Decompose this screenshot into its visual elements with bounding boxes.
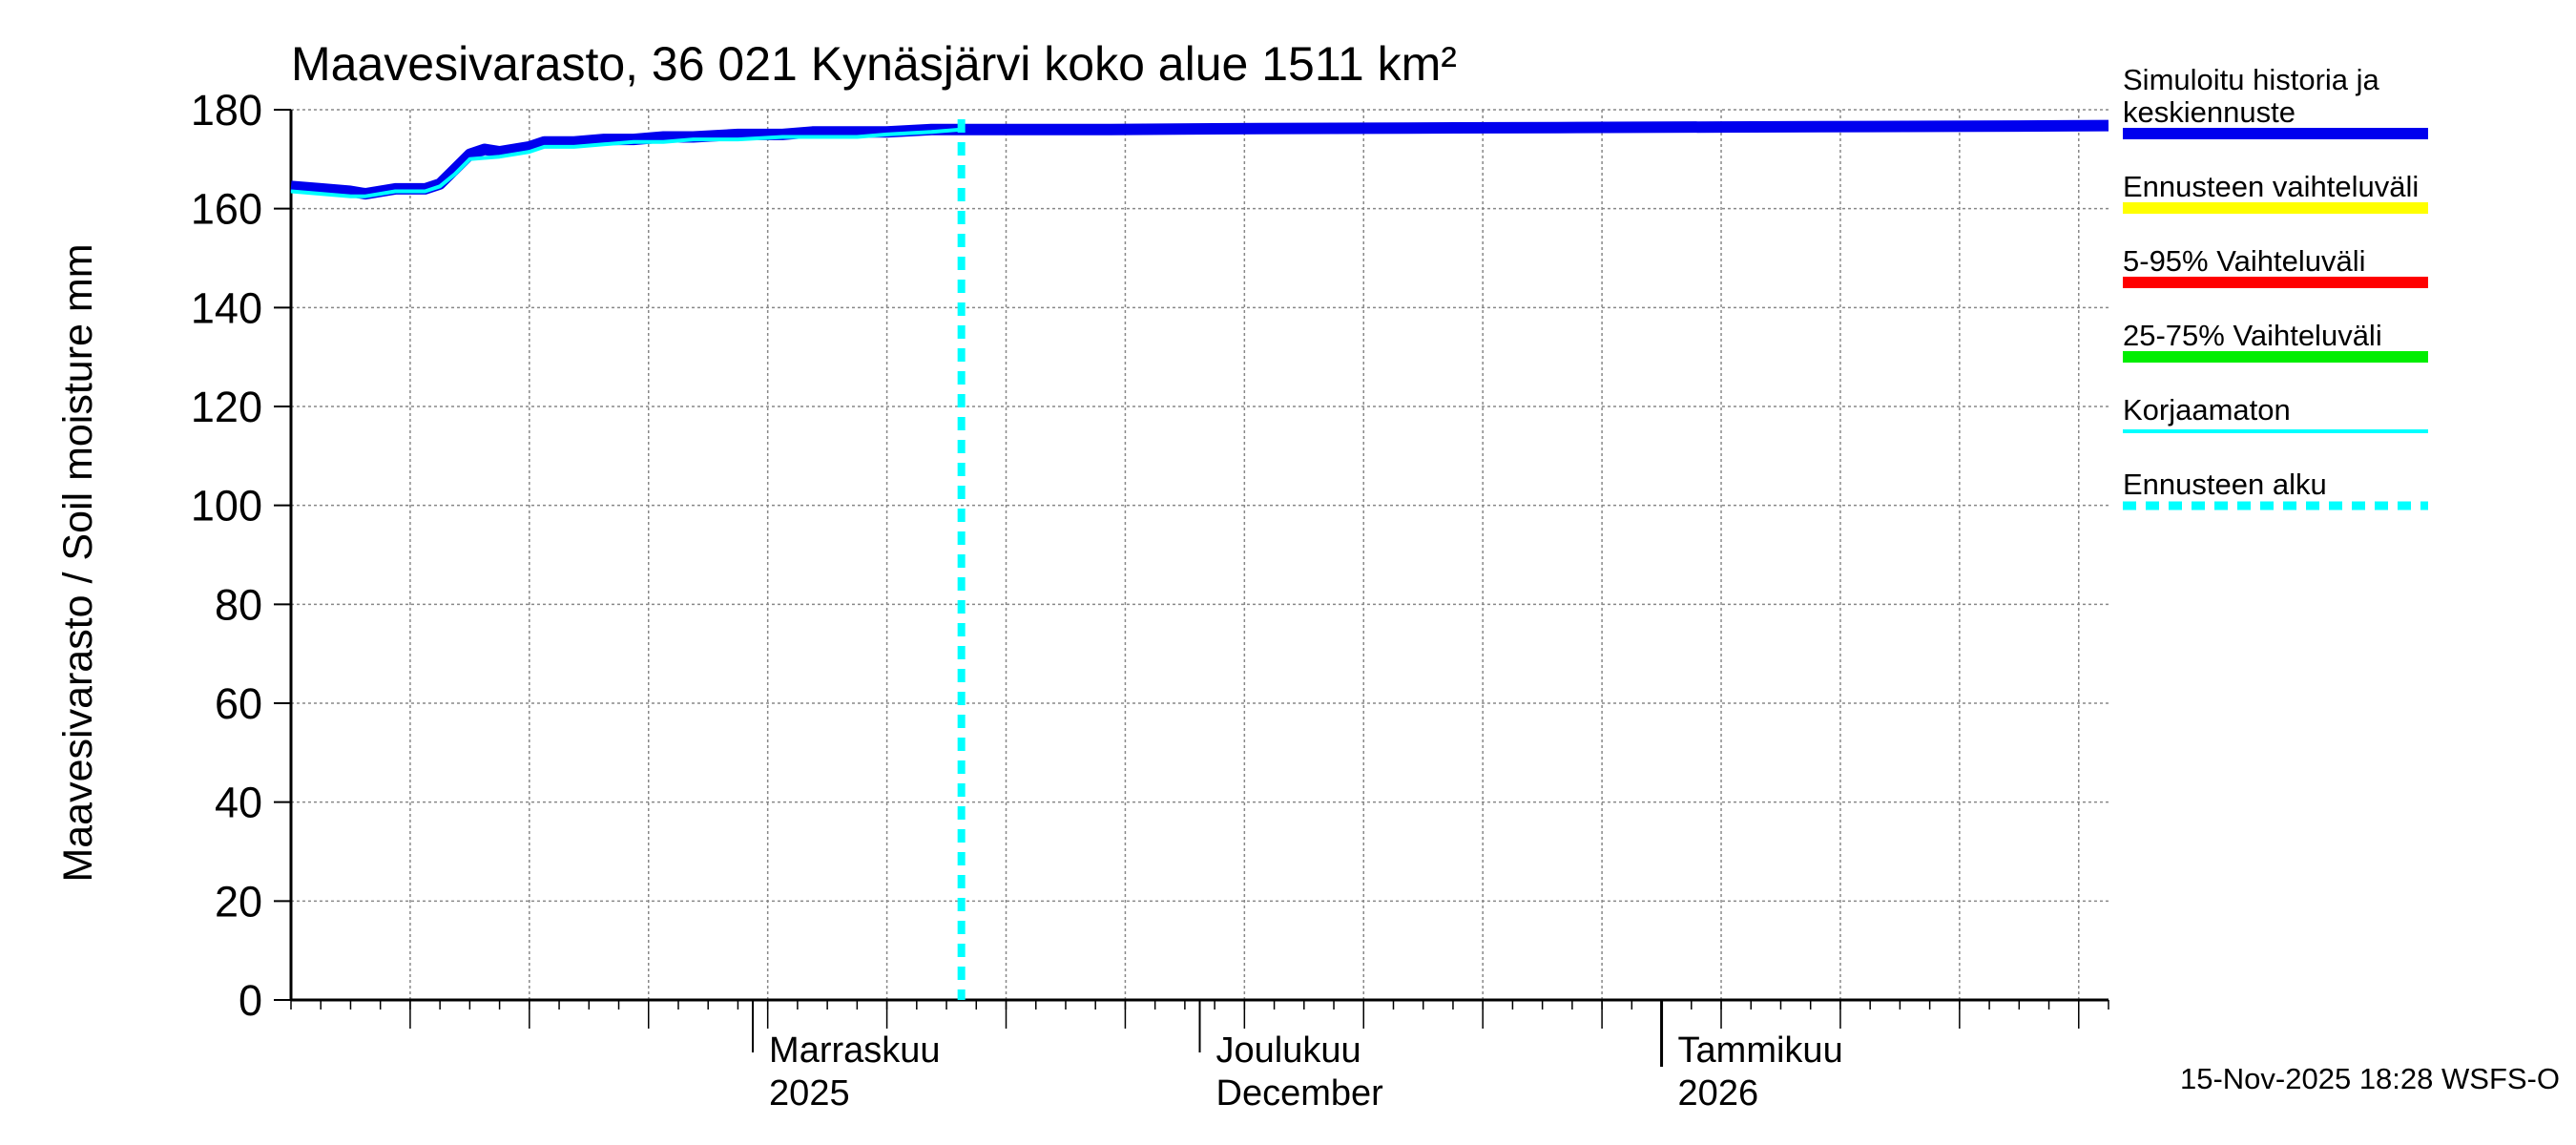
legend-label: Korjaamaton (2123, 393, 2291, 427)
month-label: Tammikuu (1678, 1030, 1843, 1071)
y-tick-label: 180 (191, 86, 262, 135)
month-sublabel: December (1216, 1073, 1384, 1114)
y-tick-label: 40 (215, 779, 262, 827)
y-tick-label: 20 (215, 877, 262, 926)
y-tick-label: 80 (215, 580, 262, 629)
y-tick-label: 140 (191, 283, 262, 332)
y-tick-label: 100 (191, 482, 262, 531)
series (290, 119, 2109, 1000)
series-line-uncorrected (290, 127, 962, 198)
y-axis-label: Maavesivarasto / Soil moisture mm (55, 243, 101, 882)
y-tick-label: 60 (215, 679, 262, 728)
legend-label: 5-95% Vaihteluväli (2123, 244, 2365, 278)
month-sublabel: 2025 (769, 1073, 850, 1114)
month-label: Joulukuu (1216, 1030, 1361, 1071)
legend-label: Ennusteen alku (2123, 468, 2327, 501)
series-line-simulated (290, 119, 2109, 200)
chart-title: Maavesivarasto, 36 021 Kynäsjärvi koko a… (291, 37, 1457, 91)
legend-label: Simuloitu historia ja (2123, 63, 2380, 96)
y-tick-label: 120 (191, 383, 262, 431)
y-tick-label: 160 (191, 185, 262, 234)
timestamp-footer: 15-Nov-2025 18:28 WSFS-O (2180, 1062, 2560, 1095)
legend-label: Ennusteen vaihteluväli (2123, 170, 2419, 203)
month-sublabel: 2026 (1678, 1073, 1759, 1114)
y-tick-label: 0 (239, 976, 262, 1025)
legend-label: keskiennuste (2123, 95, 2296, 129)
month-label: Marraskuu (769, 1030, 941, 1071)
legend-label: 25-75% Vaihteluväli (2123, 319, 2382, 352)
